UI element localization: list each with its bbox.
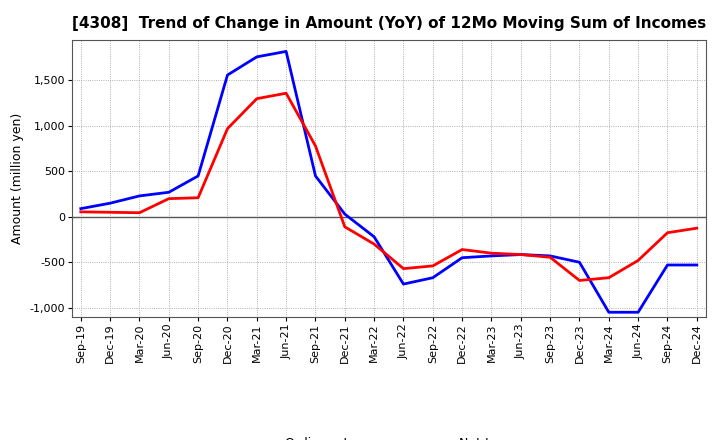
Ordinary Income — [164, 190, 173, 195]
Ordinary Income — [634, 310, 642, 315]
Ordinary Income — [253, 54, 261, 59]
Net Income — [487, 250, 496, 256]
Ordinary Income — [311, 173, 320, 179]
Net Income — [164, 196, 173, 201]
Ordinary Income — [76, 206, 85, 211]
Ordinary Income — [575, 260, 584, 265]
Net Income — [135, 210, 144, 215]
Net Income — [311, 143, 320, 149]
Net Income — [223, 126, 232, 131]
Title: [4308]  Trend of Change in Amount (YoY) of 12Mo Moving Sum of Incomes: [4308] Trend of Change in Amount (YoY) o… — [72, 16, 706, 32]
Ordinary Income — [282, 49, 290, 54]
Legend: Ordinary Income, Net Income: Ordinary Income, Net Income — [241, 432, 536, 440]
Ordinary Income — [546, 253, 554, 259]
Net Income — [253, 96, 261, 101]
Ordinary Income — [605, 310, 613, 315]
Net Income — [693, 226, 701, 231]
Net Income — [399, 266, 408, 271]
Ordinary Income — [399, 282, 408, 287]
Y-axis label: Amount (million yen): Amount (million yen) — [11, 113, 24, 244]
Net Income — [458, 247, 467, 252]
Net Income — [370, 242, 379, 247]
Net Income — [341, 224, 349, 230]
Ordinary Income — [693, 262, 701, 268]
Net Income — [76, 209, 85, 214]
Ordinary Income — [341, 212, 349, 217]
Ordinary Income — [194, 173, 202, 179]
Net Income — [428, 263, 437, 268]
Net Income — [663, 230, 672, 235]
Ordinary Income — [106, 201, 114, 206]
Ordinary Income — [135, 193, 144, 198]
Ordinary Income — [516, 252, 525, 257]
Ordinary Income — [458, 255, 467, 260]
Net Income — [575, 278, 584, 283]
Net Income — [282, 91, 290, 96]
Line: Net Income: Net Income — [81, 93, 697, 280]
Net Income — [194, 195, 202, 200]
Net Income — [605, 275, 613, 280]
Ordinary Income — [223, 73, 232, 78]
Line: Ordinary Income: Ordinary Income — [81, 51, 697, 312]
Ordinary Income — [370, 234, 379, 239]
Net Income — [106, 209, 114, 215]
Ordinary Income — [487, 253, 496, 259]
Net Income — [516, 252, 525, 257]
Net Income — [546, 255, 554, 260]
Net Income — [634, 258, 642, 263]
Ordinary Income — [428, 275, 437, 280]
Ordinary Income — [663, 262, 672, 268]
